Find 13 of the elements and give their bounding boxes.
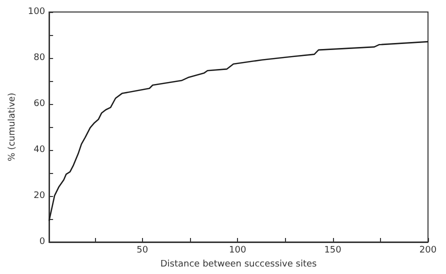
x-axis-title: Distance between successive sites bbox=[160, 260, 318, 270]
y-tick-label: 20 bbox=[34, 191, 46, 201]
x-tick-label: 150 bbox=[324, 246, 342, 256]
y-axis-title: % (cumulative) bbox=[8, 92, 18, 162]
y-tick-label: 80 bbox=[34, 53, 46, 63]
y-tick-label: 100 bbox=[28, 7, 46, 17]
y-tick-label: 40 bbox=[34, 145, 46, 155]
x-tick-label: 50 bbox=[136, 246, 148, 256]
x-tick-label: 200 bbox=[419, 246, 437, 256]
y-tick-label: 0 bbox=[39, 237, 46, 247]
y-tick-label: 60 bbox=[34, 99, 46, 109]
x-tick-label: 100 bbox=[228, 246, 246, 256]
line-series bbox=[48, 41, 429, 222]
